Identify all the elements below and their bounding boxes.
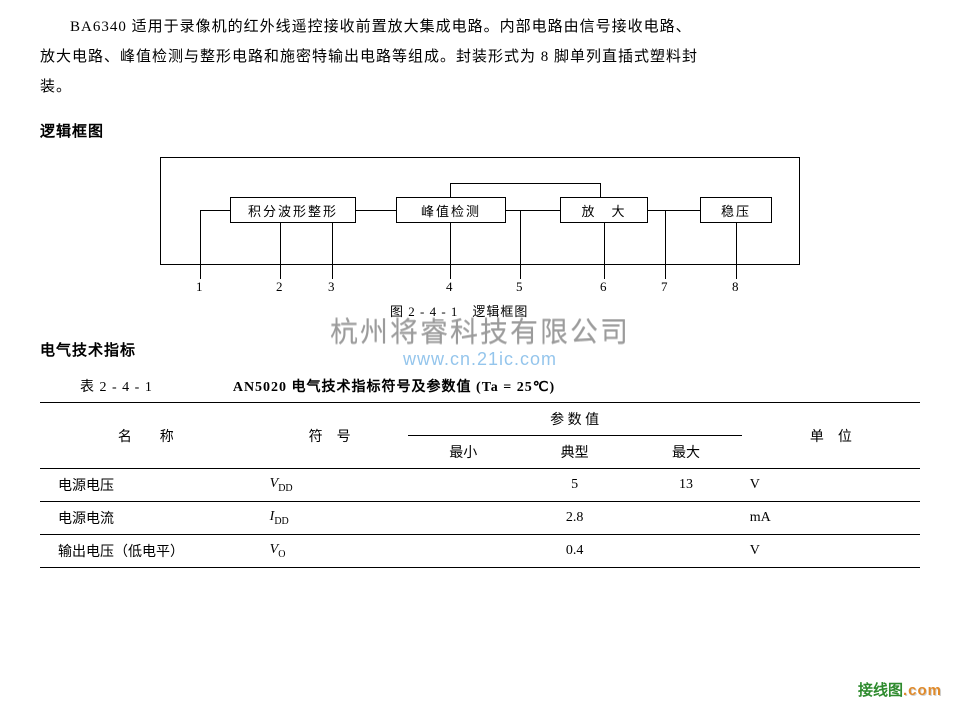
- pin-line-6: [604, 223, 605, 279]
- pin-branch-7: [648, 210, 700, 211]
- cell-name: 电源电压: [40, 469, 252, 502]
- cell-min: [408, 535, 519, 568]
- document-content: BA6340 适用于录像机的红外线遥控接收前置放大集成电路。内部电路由信号接收电…: [0, 0, 960, 568]
- pin-line-7: [665, 210, 666, 279]
- block-peak-detect: 峰值检测: [396, 197, 506, 223]
- pin-6: 6: [600, 279, 607, 295]
- table-title-row: 表 2 - 4 - 1 AN5020 电气技术指标符号及参数值 (Ta = 25…: [80, 376, 920, 396]
- connector: [356, 210, 396, 211]
- intro-paragraph: BA6340 适用于录像机的红外线遥控接收前置放大集成电路。内部电路由信号接收电…: [40, 12, 920, 102]
- pin-5: 5: [516, 279, 523, 295]
- intro-line2: 放大电路、峰值检测与整形电路和施密特输出电路等组成。封装形式为 8 脚单列直插式…: [40, 49, 698, 65]
- top-link-4v2: [600, 183, 601, 197]
- cell-unit: V: [742, 535, 920, 568]
- logic-diagram: 积分波形整形 峰值检测 放 大 稳压 1 2: [40, 151, 920, 321]
- th-symbol: 符 号: [252, 403, 408, 469]
- pin-line-2: [280, 223, 281, 279]
- cell-name: 电源电流: [40, 502, 252, 535]
- footer-logo: 接线图.com: [858, 679, 942, 700]
- section-title-diagram: 逻辑框图: [40, 120, 920, 141]
- cell-typ: 5: [519, 469, 630, 502]
- table-row: 电源电流 IDD 2.8 mA: [40, 502, 920, 535]
- intro-line1: BA6340 适用于录像机的红外线遥控接收前置放大集成电路。内部电路由信号接收电…: [70, 19, 692, 35]
- cell-min: [408, 502, 519, 535]
- connector: [506, 210, 560, 211]
- pin-2: 2: [276, 279, 283, 295]
- cell-min: [408, 469, 519, 502]
- spec-table: 名 称 符 号 参 数 值 单 位 最小 典型 最大 电源电压 VDD 5 13…: [40, 402, 920, 568]
- pin-line-5: [520, 210, 521, 279]
- block-integrator: 积分波形整形: [230, 197, 356, 223]
- table-row: 输出电压（低电平） VO 0.4 V: [40, 535, 920, 568]
- cell-unit: V: [742, 469, 920, 502]
- cell-symbol: VDD: [252, 469, 408, 502]
- table-caption: AN5020 电气技术指标符号及参数值 (Ta = 25℃): [233, 376, 555, 396]
- th-typ: 典型: [519, 436, 630, 469]
- pin-8: 8: [732, 279, 739, 295]
- pin-3: 3: [328, 279, 335, 295]
- pin-4: 4: [446, 279, 453, 295]
- th-min: 最小: [408, 436, 519, 469]
- cell-symbol: VO: [252, 535, 408, 568]
- footer-green: 接线图: [858, 682, 903, 699]
- pin-line-3: [332, 223, 333, 279]
- cell-symbol: IDD: [252, 502, 408, 535]
- th-unit: 单 位: [742, 403, 920, 469]
- th-params: 参 数 值: [408, 403, 742, 436]
- pin-1: 1: [196, 279, 203, 295]
- cell-typ: 0.4: [519, 535, 630, 568]
- diagram-caption: 图 2 - 4 - 1 逻辑框图: [390, 301, 528, 320]
- cell-max: [630, 502, 741, 535]
- footer-orange: .com: [903, 682, 942, 699]
- th-name: 名 称: [40, 403, 252, 469]
- block-amplifier: 放 大: [560, 197, 648, 223]
- top-link-4v: [450, 183, 451, 197]
- pin-7: 7: [661, 279, 668, 295]
- table-number: 表 2 - 4 - 1: [80, 376, 153, 396]
- pin-line-1: [200, 210, 201, 279]
- intro-line3: 装。: [40, 79, 72, 95]
- cell-typ: 2.8: [519, 502, 630, 535]
- block-regulator: 稳压: [700, 197, 772, 223]
- section-title-specs: 电气技术指标: [40, 339, 920, 360]
- cell-max: 13: [630, 469, 741, 502]
- pin-line-8: [736, 223, 737, 279]
- top-link-4: [450, 183, 600, 184]
- th-max: 最大: [630, 436, 741, 469]
- cell-name: 输出电压（低电平）: [40, 535, 252, 568]
- pin-branch-1: [200, 210, 230, 211]
- table-row: 电源电压 VDD 5 13 V: [40, 469, 920, 502]
- cell-unit: mA: [742, 502, 920, 535]
- cell-max: [630, 535, 741, 568]
- pin-line-4: [450, 223, 451, 279]
- spec-table-body: 电源电压 VDD 5 13 V 电源电流 IDD 2.8 mA 输出电压（低电平…: [40, 469, 920, 568]
